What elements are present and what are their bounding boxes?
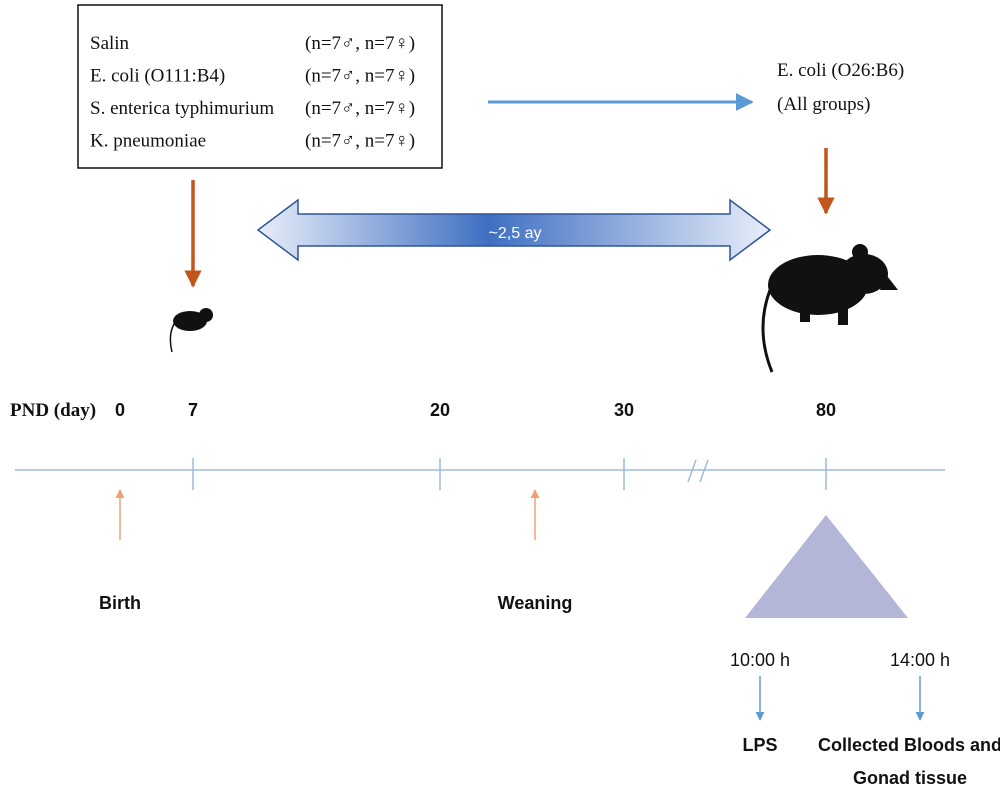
outcome-label: LPS bbox=[742, 735, 777, 755]
event-label: Weaning bbox=[498, 593, 573, 613]
timeline-ticks bbox=[193, 458, 826, 490]
duration: ~2,5 ay bbox=[489, 225, 542, 242]
group-size: (n=7♂, n=7♀) bbox=[305, 33, 415, 54]
group-size: (n=7♂, n=7♀) bbox=[305, 98, 415, 119]
day-label: 30 bbox=[614, 400, 634, 420]
day-label: 7 bbox=[188, 400, 198, 420]
day-label: 80 bbox=[816, 400, 836, 420]
time-label: 10:00 h bbox=[730, 650, 790, 670]
mouse-icon bbox=[763, 244, 898, 372]
day-label: 20 bbox=[430, 400, 450, 420]
outcome-label: Collected Bloods and bbox=[818, 735, 1000, 755]
event-label: Birth bbox=[99, 593, 141, 613]
group-size: (n=7♂, n=7♀) bbox=[305, 66, 415, 87]
group-name: S. enterica typhimurium bbox=[90, 98, 274, 119]
challenge-label: (All groups) bbox=[777, 94, 870, 115]
group-name: E. coli (O111:B4) bbox=[90, 66, 225, 87]
mouse-icon bbox=[170, 308, 213, 352]
timeline-label: PND (day) bbox=[10, 400, 96, 421]
group-name: Salin bbox=[90, 33, 130, 54]
challenge-label: E. coli (O26:B6) bbox=[777, 60, 904, 81]
group-name: K. pneumoniae bbox=[90, 131, 206, 152]
sampling-window bbox=[745, 515, 908, 618]
diagram: ~2,5 ay Salin (n=7♂, n=7♀) E. coli (O111:B… bbox=[0, 0, 1000, 797]
day-label: 0 bbox=[115, 400, 125, 420]
time-label: 14:00 h bbox=[890, 650, 950, 670]
group-size: (n=7♂, n=7♀) bbox=[305, 131, 415, 152]
outcome-label: Gonad tissue bbox=[853, 768, 967, 788]
